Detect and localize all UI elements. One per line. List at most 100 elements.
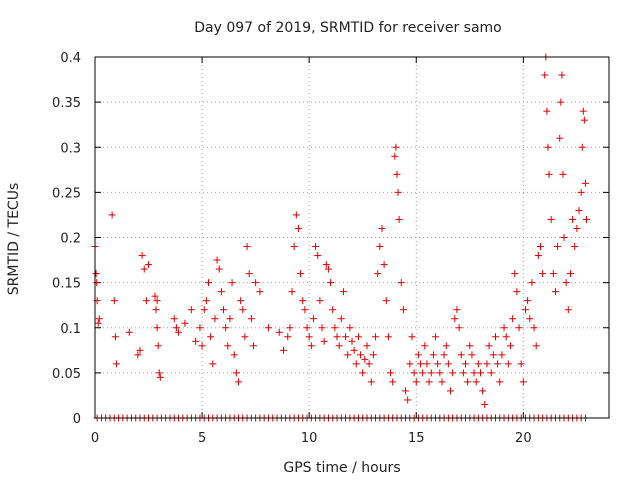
data-point [314, 252, 322, 260]
data-point [145, 261, 153, 269]
data-point [312, 243, 320, 251]
data-point [464, 378, 472, 386]
data-point [284, 333, 292, 341]
data-point [449, 369, 457, 377]
data-point [249, 342, 257, 350]
data-point [331, 324, 339, 332]
data-point [228, 279, 236, 287]
data-point [581, 179, 589, 187]
x-tick-label: 0 [91, 431, 99, 446]
data-point [502, 333, 510, 341]
data-point [380, 261, 388, 269]
data-point [511, 270, 519, 278]
data-point [539, 270, 547, 278]
data-point [125, 328, 133, 336]
data-point [544, 143, 552, 151]
data-point [110, 297, 118, 305]
data-point [324, 265, 332, 273]
data-point [241, 333, 249, 341]
data-point [421, 342, 429, 350]
data-point [459, 369, 467, 377]
data-point [322, 261, 330, 269]
data-point [239, 306, 247, 314]
data-point [309, 315, 317, 323]
data-point [491, 333, 499, 341]
data-point [521, 306, 529, 314]
data-point [434, 360, 442, 368]
data-point [363, 342, 371, 350]
data-point [292, 211, 300, 219]
data-point [346, 324, 354, 332]
data-point [230, 351, 238, 359]
data-point [395, 215, 403, 223]
data-point [297, 270, 305, 278]
data-point [524, 297, 532, 305]
data-point [365, 360, 373, 368]
data-point [577, 188, 585, 196]
data-point [153, 324, 161, 332]
data-point [378, 224, 386, 232]
data-point [290, 243, 298, 251]
data-point [217, 288, 225, 296]
data-point [215, 265, 223, 273]
data-point [432, 333, 440, 341]
data-point [361, 355, 369, 363]
data-point [451, 315, 459, 323]
data-point [483, 360, 491, 368]
data-point [481, 400, 489, 408]
data-point [557, 98, 565, 106]
data-point [389, 378, 397, 386]
data-point [237, 297, 245, 305]
data-point [344, 351, 352, 359]
data-point [545, 170, 553, 178]
data-point [153, 297, 161, 305]
data-point [387, 369, 395, 377]
data-point [496, 378, 504, 386]
x-tick-label: 10 [301, 431, 318, 446]
data-point [438, 378, 446, 386]
data-point [423, 360, 431, 368]
data-point [376, 243, 384, 251]
data-point [429, 351, 437, 359]
data-point [419, 369, 427, 377]
data-point [425, 378, 433, 386]
data-point [95, 315, 103, 323]
data-point [573, 224, 581, 232]
data-point [556, 134, 564, 142]
data-point [111, 333, 119, 341]
data-point [462, 360, 470, 368]
data-point [549, 270, 557, 278]
data-point [222, 324, 230, 332]
data-point [352, 360, 360, 368]
data-point [474, 360, 482, 368]
data-point [436, 369, 444, 377]
data-point [517, 360, 525, 368]
data-point [412, 378, 420, 386]
data-point [220, 306, 227, 314]
data-point [485, 342, 493, 350]
data-point [335, 342, 343, 350]
data-point [399, 306, 407, 314]
data-point [301, 306, 309, 314]
data-point [515, 324, 523, 332]
data-point [559, 170, 567, 178]
y-tick-label: 0.4 [60, 51, 81, 66]
y-tick-label: 0.3 [60, 141, 81, 156]
data-point [414, 351, 422, 359]
data-point [468, 351, 476, 359]
data-point [457, 351, 465, 359]
y-tick-label: 0.2 [60, 232, 81, 247]
data-point [578, 143, 586, 151]
data-point [566, 270, 574, 278]
data-point [504, 360, 512, 368]
data-point [472, 378, 480, 386]
data-point [172, 324, 180, 332]
data-point [155, 369, 163, 377]
data-point [202, 297, 210, 305]
data-point [394, 188, 402, 196]
data-point [318, 324, 326, 332]
y-tick-label: 0.15 [52, 277, 81, 292]
data-points [91, 53, 591, 422]
data-point [382, 297, 390, 305]
